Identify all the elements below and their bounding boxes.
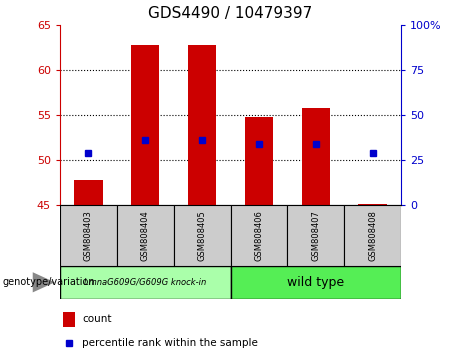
Text: genotype/variation: genotype/variation bbox=[2, 277, 95, 287]
Bar bbox=[188, 45, 216, 205]
Text: GSM808404: GSM808404 bbox=[141, 210, 150, 261]
Bar bbox=[301, 108, 330, 205]
Text: GSM808405: GSM808405 bbox=[198, 210, 207, 261]
Bar bbox=[131, 45, 160, 205]
Bar bbox=[117, 205, 174, 266]
Bar bbox=[63, 312, 75, 327]
Bar bbox=[245, 117, 273, 205]
Text: percentile rank within the sample: percentile rank within the sample bbox=[82, 338, 258, 348]
Title: GDS4490 / 10479397: GDS4490 / 10479397 bbox=[148, 6, 313, 21]
Bar bbox=[60, 266, 230, 299]
Text: GSM808408: GSM808408 bbox=[368, 210, 377, 261]
Bar bbox=[230, 205, 287, 266]
Text: count: count bbox=[82, 314, 112, 324]
Text: wild type: wild type bbox=[287, 276, 344, 289]
Bar bbox=[74, 180, 102, 205]
Bar bbox=[344, 205, 401, 266]
Text: GSM808403: GSM808403 bbox=[84, 210, 93, 261]
Bar bbox=[230, 266, 401, 299]
Bar bbox=[60, 205, 117, 266]
Bar bbox=[358, 204, 387, 205]
Text: GSM808406: GSM808406 bbox=[254, 210, 263, 261]
Bar bbox=[174, 205, 230, 266]
Text: GSM808407: GSM808407 bbox=[311, 210, 320, 261]
Bar bbox=[287, 205, 344, 266]
Polygon shape bbox=[33, 272, 55, 292]
Text: LmnaG609G/G609G knock-in: LmnaG609G/G609G knock-in bbox=[84, 278, 207, 287]
